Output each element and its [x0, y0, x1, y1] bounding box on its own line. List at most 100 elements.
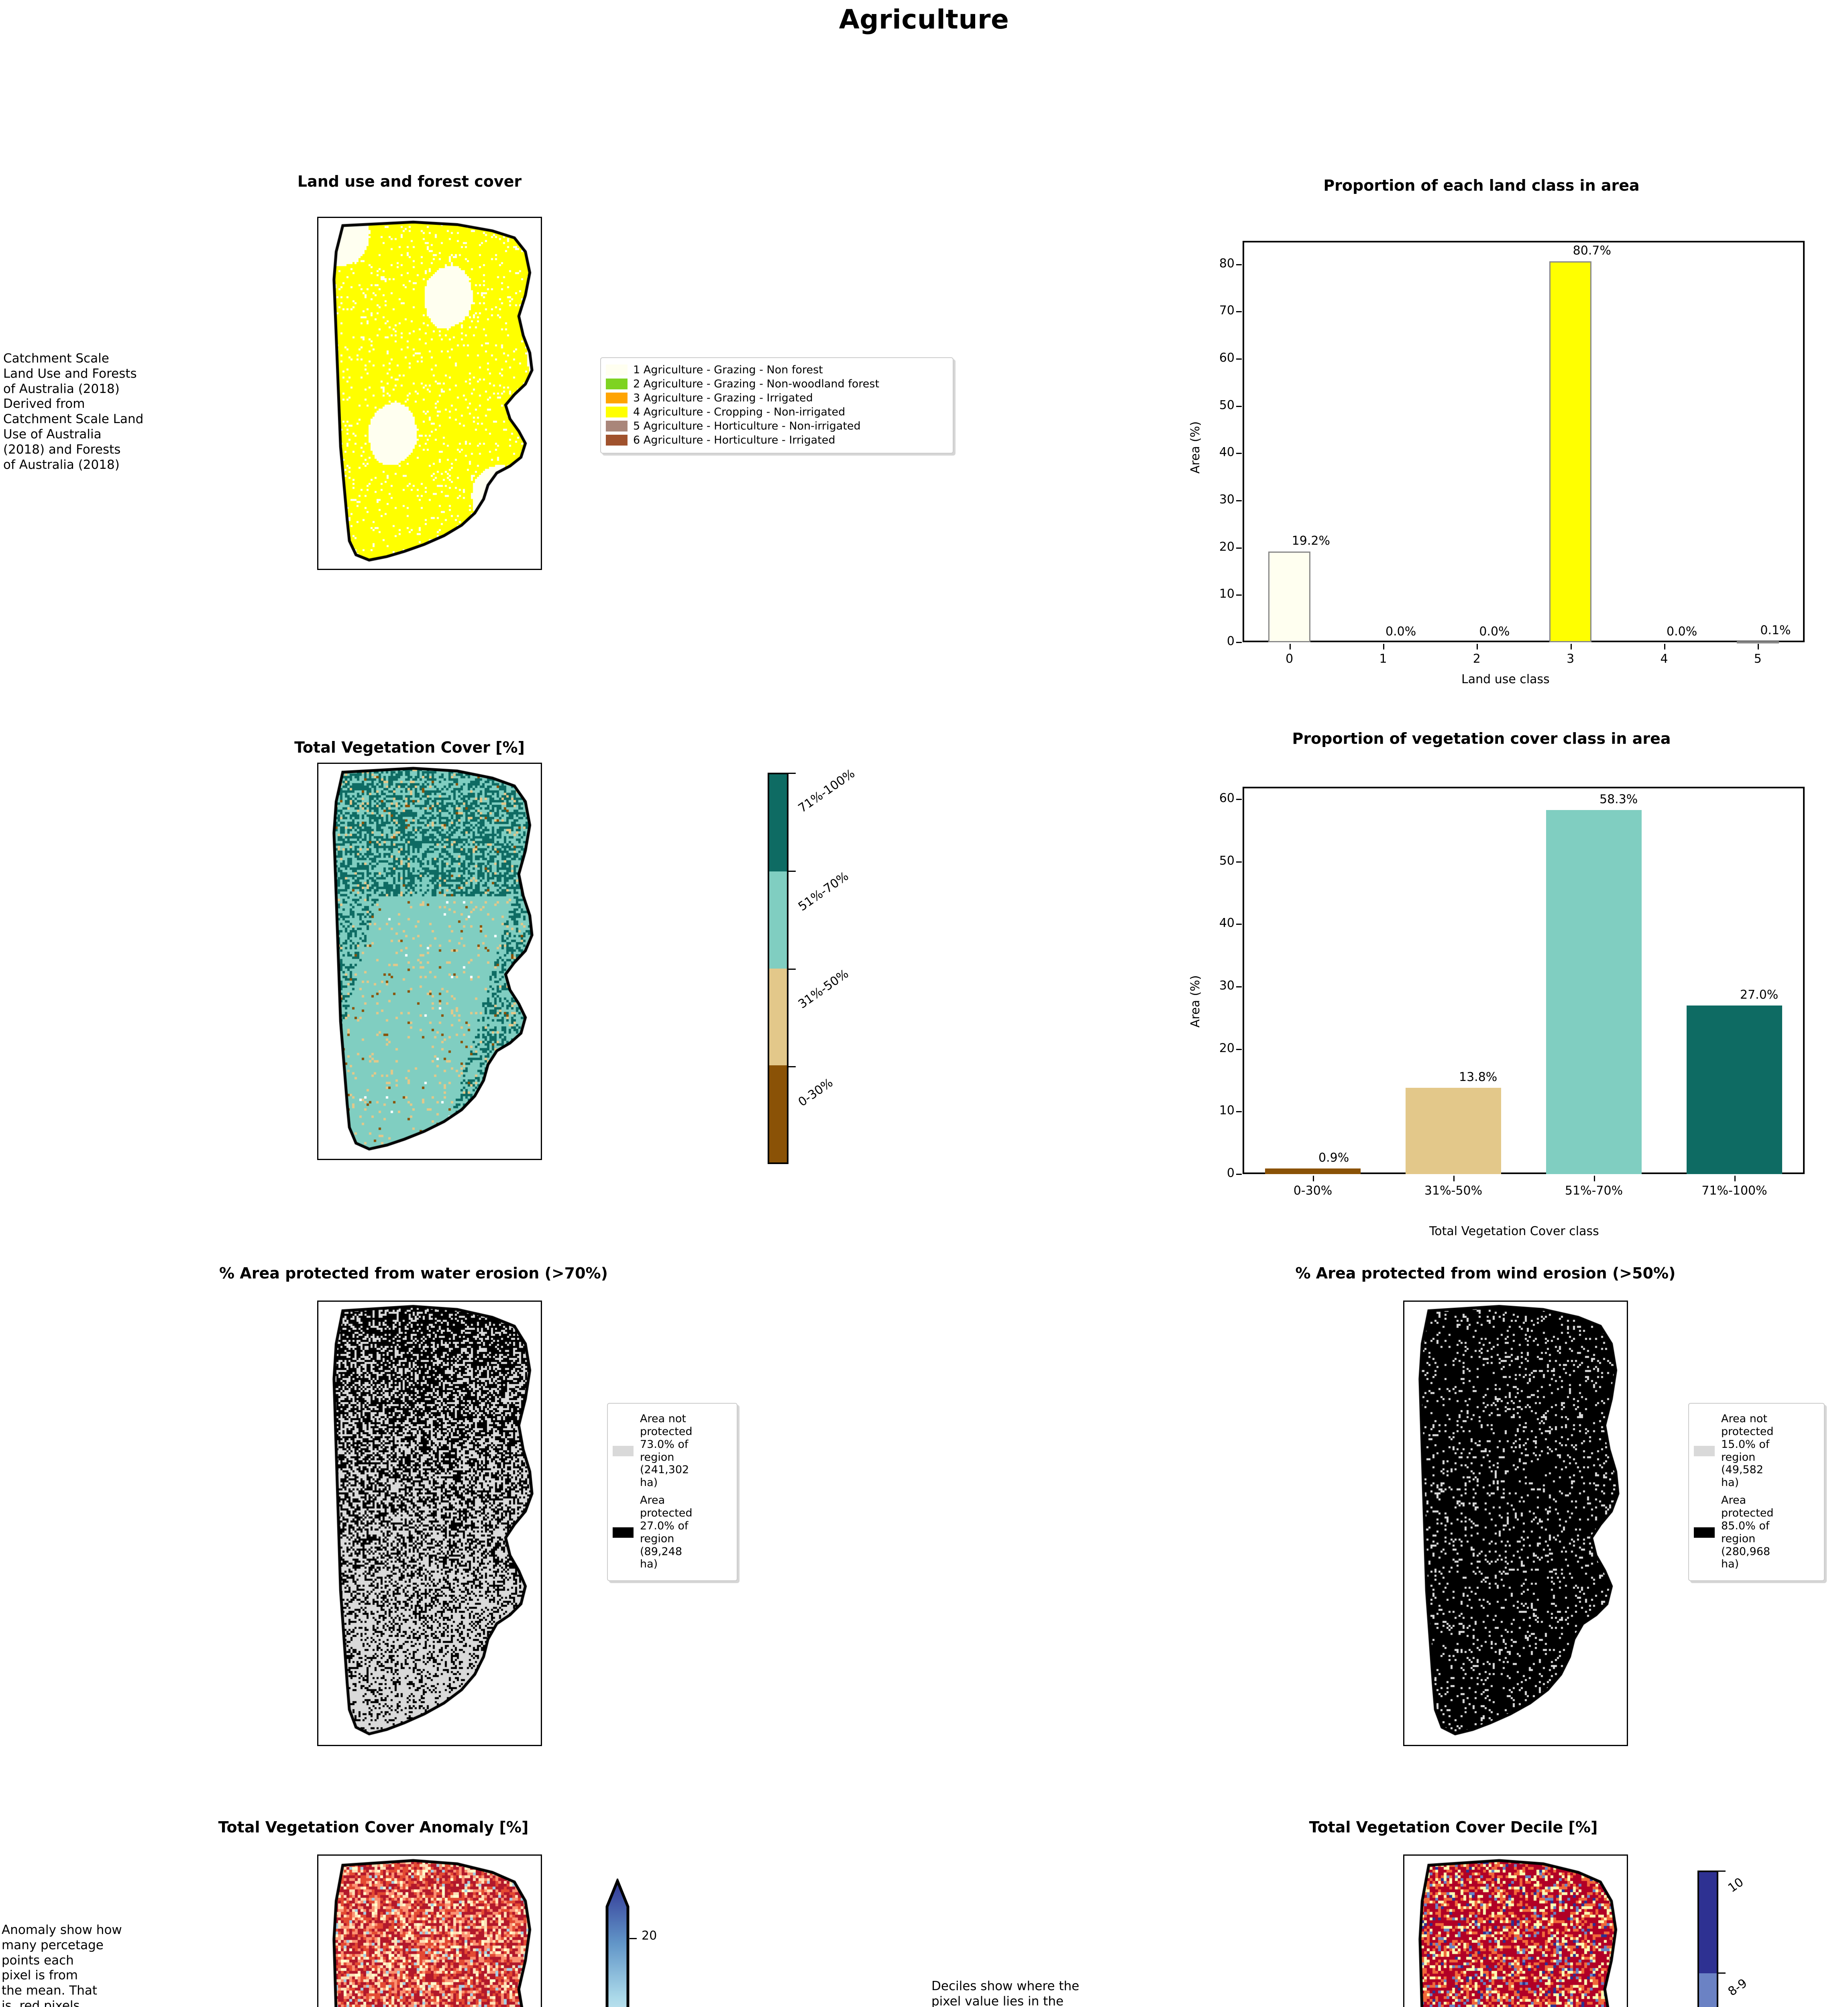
x-tick-label: 4 — [1660, 652, 1668, 666]
y-tick-mark — [1236, 924, 1242, 925]
legend-swatch — [613, 1527, 634, 1538]
y-tick-mark — [1236, 453, 1242, 454]
y-tick-mark — [1236, 1111, 1242, 1113]
chart-xlabel: Land use class — [1461, 672, 1550, 686]
x-tick-mark — [1664, 644, 1665, 649]
bar-value-label: 0.0% — [1479, 625, 1510, 639]
x-tick-label: 71%-100% — [1701, 1184, 1767, 1198]
landuse-bar-chart: Proportion of each land class in area Ar… — [1164, 169, 1847, 690]
legend-label: 2 Agriculture - Grazing - Non-woodland f… — [633, 378, 880, 390]
x-tick-mark — [1594, 1176, 1595, 1181]
x-tick-label: 1 — [1379, 652, 1387, 666]
anomaly-colorbar — [605, 1877, 630, 2007]
y-tick-label: 60 — [1219, 791, 1235, 806]
legend-label: 4 Agriculture - Cropping - Non-irrigated — [633, 406, 846, 418]
legend-swatch — [606, 421, 628, 432]
legend-label: 5 Agriculture - Horticulture - Non-irrig… — [633, 420, 861, 432]
landuse-map[interactable] — [317, 217, 542, 570]
vegcover-panel-title: Total Vegetation Cover [%] — [294, 739, 525, 756]
vegcover-map[interactable] — [317, 763, 542, 1160]
anomaly-map[interactable] — [317, 1854, 542, 2007]
bar — [1736, 641, 1779, 643]
legend-label: Area protected 27.0% of region (89,248 h… — [640, 1494, 693, 1571]
legend-label: Area protected 85.0% of region (280,968 … — [1721, 1494, 1774, 1571]
bar — [1549, 261, 1592, 642]
y-tick-label: 50 — [1219, 398, 1235, 412]
legend-swatch — [606, 364, 628, 375]
x-tick-mark — [1313, 1176, 1314, 1181]
colorbar-segment — [769, 1065, 787, 1162]
y-tick-mark — [1236, 642, 1242, 643]
y-tick-label: 20 — [1219, 1041, 1235, 1055]
colorbar-segment — [769, 774, 787, 871]
y-tick-label: 40 — [1219, 916, 1235, 930]
colorbar-label: 8-9 — [1725, 1976, 1750, 1999]
x-tick-mark — [1453, 1176, 1455, 1181]
x-tick-mark — [1289, 644, 1291, 649]
y-tick-mark — [1236, 311, 1242, 313]
y-tick-label: 0 — [1227, 1166, 1235, 1180]
water-erosion-legend: Area not protected 73.0% of region (241,… — [607, 1403, 738, 1582]
decile-note: Deciles show where the pixel value lies … — [931, 1979, 1080, 2007]
wind-erosion-map[interactable] — [1403, 1301, 1628, 1746]
x-tick-mark — [1383, 644, 1384, 649]
y-tick-label: 20 — [1219, 539, 1235, 554]
y-tick-mark — [1236, 500, 1242, 502]
legend-item: 6 Agriculture - Horticulture - Irrigated — [606, 434, 947, 446]
bar-value-label: 19.2% — [1292, 534, 1330, 548]
legend-swatch — [606, 379, 628, 389]
x-tick-label: 3 — [1567, 652, 1575, 666]
legend-label: 6 Agriculture - Horticulture - Irrigated — [633, 434, 835, 446]
x-tick-mark — [1734, 1176, 1736, 1181]
bar — [1268, 552, 1311, 642]
colorbar-segment — [769, 871, 787, 969]
anomaly-tick-label: 20 — [642, 1929, 657, 1943]
legend-swatch — [613, 1445, 634, 1456]
chart-title: Proportion of each land class in area — [1323, 177, 1640, 194]
bar-value-label: 80.7% — [1573, 243, 1611, 258]
anomaly-map-canvas — [318, 1856, 541, 2007]
anomaly-note: Anomaly show how many percetage points e… — [2, 1923, 122, 2007]
legend-swatch — [606, 393, 628, 403]
chart-xlabel: Total Vegetation Cover class — [1429, 1224, 1599, 1238]
wind-erosion-map-canvas — [1404, 1302, 1627, 1745]
y-tick-label: 60 — [1219, 351, 1235, 365]
legend-swatch — [1694, 1527, 1715, 1538]
legend-item: Area not protected 73.0% of region (241,… — [613, 1413, 731, 1489]
x-tick-label: 31%-50% — [1424, 1184, 1483, 1198]
x-tick-label: 51%-70% — [1565, 1184, 1623, 1198]
legend-item: 5 Agriculture - Horticulture - Non-irrig… — [606, 420, 947, 432]
y-tick-mark — [1236, 264, 1242, 265]
bar-value-label: 0.1% — [1760, 623, 1791, 637]
bar-value-label: 58.3% — [1599, 792, 1638, 806]
bar — [1687, 1005, 1782, 1174]
x-tick-label: 5 — [1754, 652, 1762, 666]
landuse-legend: 1 Agriculture - Grazing - Non forest 2 A… — [600, 357, 954, 454]
colorbar-label: 0-30% — [795, 1075, 836, 1109]
vegcover-map-canvas — [318, 764, 541, 1159]
decile-map[interactable] — [1403, 1854, 1628, 2007]
decile-map-canvas — [1404, 1856, 1627, 2007]
anomaly-tick-label: 10 — [642, 2006, 657, 2007]
colorbar-label: 31%-50% — [795, 967, 852, 1012]
y-tick-mark — [1236, 799, 1242, 800]
y-tick-label: 10 — [1219, 587, 1235, 601]
y-tick-label: 10 — [1219, 1103, 1235, 1118]
y-tick-mark — [1236, 547, 1242, 549]
bar-value-label: 13.8% — [1459, 1070, 1498, 1085]
wind-erosion-legend: Area not protected 15.0% of region (49,5… — [1688, 1403, 1825, 1582]
y-tick-label: 0 — [1227, 634, 1235, 648]
legend-item: Area not protected 15.0% of region (49,5… — [1694, 1413, 1818, 1489]
y-tick-label: 70 — [1219, 303, 1235, 318]
colorbar-label: 10 — [1725, 1875, 1746, 1895]
water-erosion-map[interactable] — [317, 1301, 542, 1746]
decile-panel-title: Total Vegetation Cover Decile [%] — [1309, 1818, 1598, 1836]
bar — [1406, 1088, 1501, 1174]
legend-label: 3 Agriculture - Grazing - Irrigated — [633, 392, 813, 404]
colorbar-segment — [1699, 1973, 1717, 2007]
legend-item: 4 Agriculture - Cropping - Non-irrigated — [606, 406, 947, 418]
colorbar-label: 71%-100% — [795, 766, 858, 816]
chart-title: Proportion of vegetation cover class in … — [1292, 730, 1671, 747]
y-tick-mark — [1236, 986, 1242, 988]
bar — [1546, 810, 1642, 1174]
